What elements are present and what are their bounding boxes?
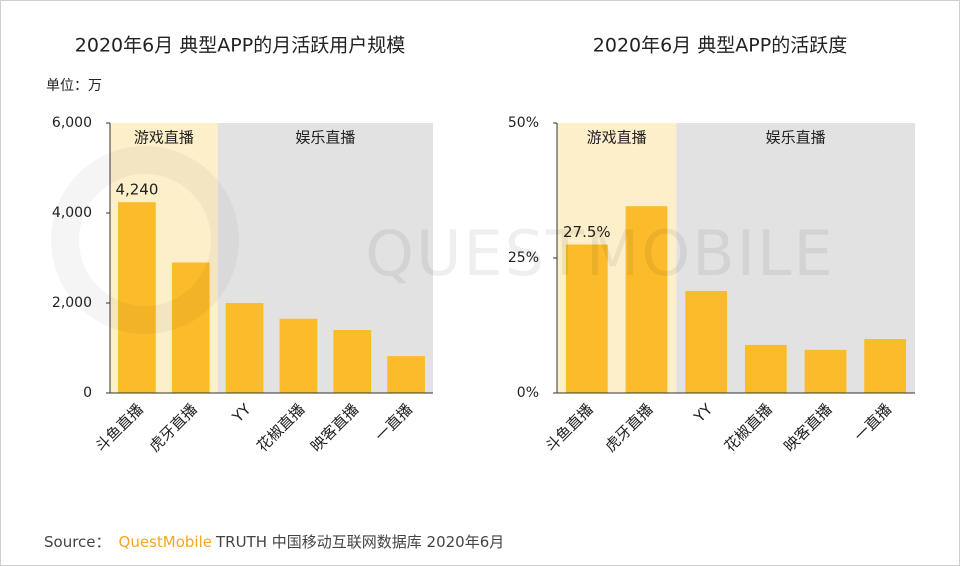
y-tick-label: 6,000: [52, 115, 92, 131]
y-tick-label: 0%: [517, 385, 539, 401]
bar: [625, 206, 668, 393]
watermark: QUESTMOBILE: [365, 217, 834, 290]
y-tick-label: 2,000: [52, 295, 92, 311]
bar: [864, 339, 907, 393]
bar: [279, 318, 318, 393]
group-label: 游戏直播: [134, 129, 194, 147]
unit-label: 单位：万: [46, 78, 102, 94]
group-label: 娱乐直播: [295, 129, 355, 147]
bar: [225, 303, 264, 393]
bar: [685, 290, 728, 393]
value-label: 27.5%: [563, 223, 611, 241]
source-text: TRUTH 中国移动互联网数据库 2020年6月: [215, 533, 504, 551]
source-label: Source：: [44, 533, 111, 551]
y-tick-label: 50%: [508, 115, 539, 131]
bar: [565, 244, 608, 393]
watermark-logo: [51, 146, 239, 334]
y-tick-label: 0: [83, 385, 92, 401]
bar: [171, 262, 210, 393]
bar: [387, 356, 425, 393]
chart-title: 2020年6月 典型APP的活跃度: [593, 35, 847, 57]
chart-title: 2020年6月 典型APP的月活跃用户规模: [75, 35, 405, 57]
bar: [744, 344, 787, 393]
group-label: 游戏直播: [587, 129, 647, 147]
group-label: 娱乐直播: [766, 129, 826, 147]
value-label: 4,240: [115, 181, 158, 199]
bar: [333, 330, 372, 393]
y-tick-label: 25%: [508, 250, 539, 266]
y-tick-label: 4,000: [52, 205, 92, 221]
bar: [118, 202, 156, 393]
source: Source： QuestMobile TRUTH 中国移动互联网数据库 2020年…: [44, 533, 504, 551]
source-brand: QuestMobile: [119, 533, 212, 551]
bar: [804, 349, 847, 393]
